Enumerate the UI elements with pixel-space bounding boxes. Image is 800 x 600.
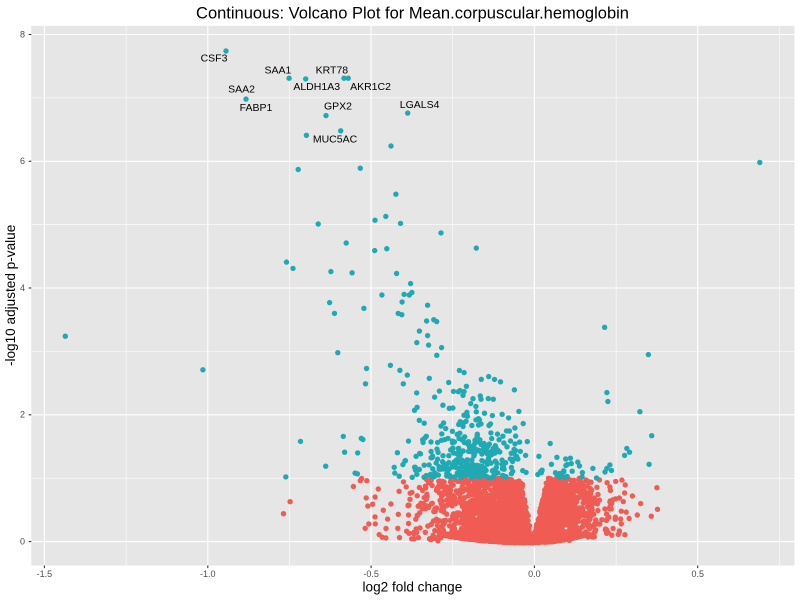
svg-text:Continuous: Volcano Plot for M: Continuous: Volcano Plot for Mean.corpus… bbox=[196, 4, 629, 22]
svg-text:MUC5AC: MUC5AC bbox=[313, 134, 358, 146]
svg-text:-1.5: -1.5 bbox=[37, 569, 53, 579]
svg-text:SAA1: SAA1 bbox=[264, 64, 291, 76]
svg-text:0: 0 bbox=[20, 536, 25, 546]
svg-text:CSF3: CSF3 bbox=[201, 52, 228, 64]
svg-text:KRT78: KRT78 bbox=[316, 64, 349, 76]
svg-text:log2 fold change: log2 fold change bbox=[363, 580, 463, 595]
svg-text:-log10 adjusted p-value: -log10 adjusted p-value bbox=[3, 225, 18, 366]
svg-text:ALDH1A3: ALDH1A3 bbox=[293, 81, 340, 93]
svg-text:6: 6 bbox=[20, 156, 25, 166]
svg-text:4: 4 bbox=[20, 283, 25, 293]
svg-text:8: 8 bbox=[20, 29, 25, 39]
svg-text:GPX2: GPX2 bbox=[324, 101, 352, 113]
svg-text:0.0: 0.0 bbox=[528, 569, 541, 579]
svg-text:SAA2: SAA2 bbox=[228, 84, 255, 96]
svg-text:0.5: 0.5 bbox=[691, 569, 704, 579]
svg-text:-1.0: -1.0 bbox=[200, 569, 216, 579]
svg-text:FABP1: FABP1 bbox=[240, 102, 273, 114]
svg-text:AKR1C2: AKR1C2 bbox=[350, 81, 391, 93]
svg-text:-0.5: -0.5 bbox=[363, 569, 379, 579]
svg-text:2: 2 bbox=[20, 410, 25, 420]
svg-text:LGALS4: LGALS4 bbox=[400, 99, 440, 111]
